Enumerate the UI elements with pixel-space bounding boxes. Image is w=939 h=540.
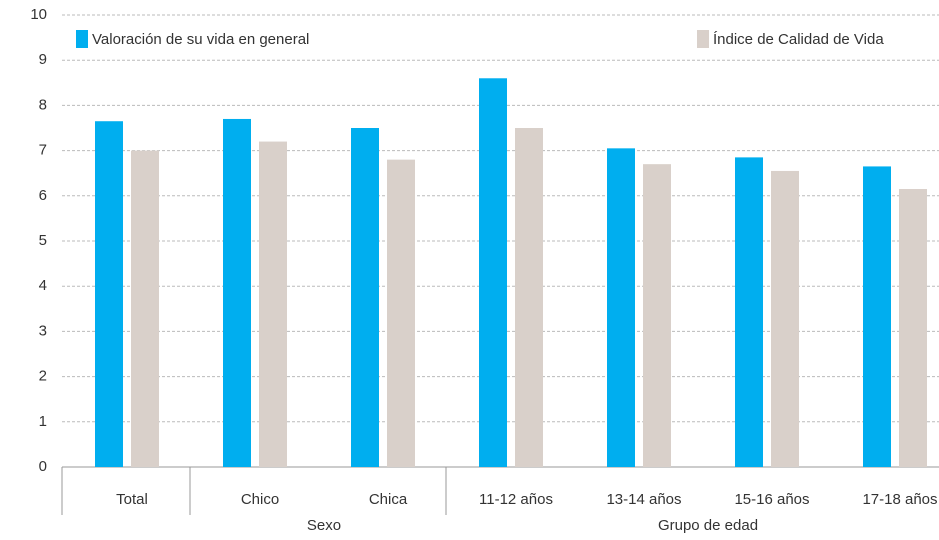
legend-swatch [76, 30, 88, 48]
group-label: Sexo [307, 517, 341, 534]
y-tick-label: 9 [39, 51, 47, 68]
y-tick-label: 6 [39, 187, 47, 204]
y-tick-label: 7 [39, 142, 47, 159]
x-tick-label: 17-18 años [862, 491, 937, 508]
bar [607, 148, 635, 467]
y-tick-label: 2 [39, 368, 47, 385]
x-tick-label: Total [116, 491, 148, 508]
y-tick-label: 4 [39, 277, 47, 294]
bar [131, 150, 159, 467]
bar [863, 166, 891, 468]
bar [95, 121, 123, 467]
x-tick-label: Chico [241, 491, 279, 508]
bar [351, 128, 379, 467]
bar [387, 159, 415, 467]
x-tick-label: 11-12 años [479, 491, 553, 508]
bar [479, 78, 507, 467]
bar [643, 164, 671, 467]
bar [515, 128, 543, 467]
bar [735, 157, 763, 467]
y-tick-label: 5 [39, 232, 47, 249]
y-tick-label: 10 [30, 6, 47, 23]
y-tick-label: 1 [39, 413, 47, 430]
legend-label: Índice de Calidad de Vida [713, 31, 884, 48]
group-label: Grupo de edad [658, 517, 758, 534]
x-tick-label: 15-16 años [734, 491, 809, 508]
legend-swatch [697, 30, 709, 48]
x-tick-label: Chica [369, 491, 408, 508]
bar [899, 189, 927, 467]
y-tick-label: 8 [39, 96, 47, 113]
x-tick-label: 13-14 años [606, 491, 681, 508]
bar [771, 170, 799, 467]
bar [259, 141, 287, 467]
y-tick-label: 0 [39, 458, 47, 475]
y-tick-label: 3 [39, 322, 47, 339]
legend-label: Valoración de su vida en general [92, 31, 309, 48]
bar [223, 118, 251, 468]
